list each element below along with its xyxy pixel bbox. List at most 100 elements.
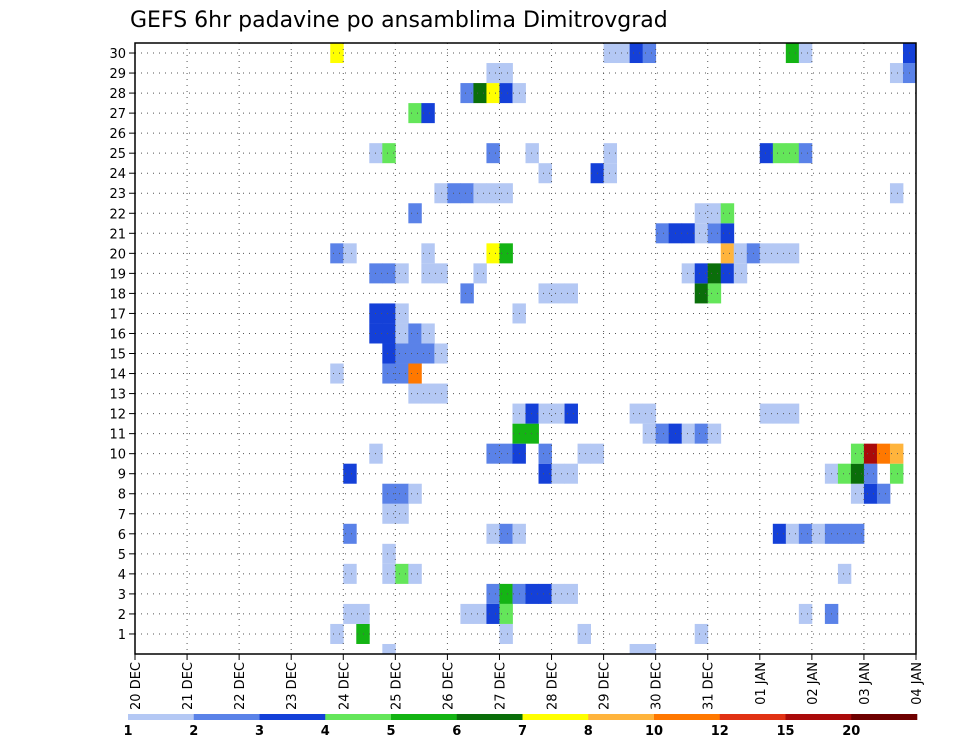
heatmap-cell [616,43,631,64]
heatmap-cell [707,263,722,284]
x-tick-label: 20 DEC [129,662,144,710]
heatmap-cell [330,43,344,64]
heatmap-cell [421,383,435,404]
legend-label: 15 [776,724,794,739]
heatmap-cell [343,563,357,584]
legend-swatch [325,714,392,720]
heatmap-cell [551,283,565,304]
y-tick-label: 13 [109,388,126,403]
heatmap-cell [343,603,357,624]
x-tick-label: 27 DEC [493,662,508,710]
y-tick-label: 27 [109,107,126,122]
heatmap-cell [369,143,383,164]
y-tick-label: 6 [118,528,126,543]
heatmap-cell [603,143,618,164]
x-tick-label: 25 DEC [389,662,404,710]
heatmap-cell [395,483,409,504]
x-tick-label: 03 JAN [858,662,873,705]
heatmap-cell [863,483,878,504]
heatmap-cell [772,143,787,164]
legend-label: 8 [584,724,593,739]
heatmap-cell [408,343,422,364]
x-tick-label: 26 DEC [441,662,456,710]
heatmap-cell [538,583,552,604]
legend-swatch [654,714,721,720]
heatmap-cell [564,283,578,304]
y-tick-label: 15 [109,348,126,363]
y-tick-label: 17 [109,307,126,322]
heatmap-cell [681,423,696,444]
y-tick-label: 28 [109,87,126,102]
heatmap-cell [785,523,800,544]
chart-title: GEFS 6hr padavine po ansamblima Dimitrov… [130,8,668,33]
heatmap-cell [564,403,578,424]
heatmap-cell [395,363,409,384]
y-tick-label: 1 [118,628,126,643]
heatmap-cell [759,143,774,164]
heatmap-cell [486,443,500,464]
heatmap-cell [382,503,396,524]
plot-frame [134,42,917,655]
legend-label: 12 [711,724,729,739]
heatmap-cell [421,343,435,364]
heatmap-cell [811,523,826,544]
heatmap-cell [460,283,474,304]
x-tick-label: 22 DEC [233,662,248,710]
heatmap-cell [694,623,709,644]
legend-label: 1 [123,724,132,739]
heatmap-cell [798,523,813,544]
heatmap-cell [499,83,513,104]
heatmap-cell [850,523,865,544]
heatmap-cell [564,463,578,484]
heatmap-cell [408,323,422,344]
heatmap-cell [798,603,813,624]
y-tick-label: 23 [109,187,126,202]
heatmap-cell [395,303,409,324]
heatmap-cell [382,323,396,344]
y-tick-label: 24 [109,167,126,182]
heatmap-cell [538,463,552,484]
y-tick-label: 21 [109,227,126,242]
heatmap-cell [473,83,487,104]
legend-swatch [588,714,655,720]
heatmap-cell [421,103,435,124]
heatmap-cells [330,43,917,654]
heatmap-cell [343,243,357,264]
heatmap-cell [863,443,878,464]
heatmap-cell [343,523,357,544]
y-tick-label: 11 [109,428,126,443]
heatmap-cell [707,223,722,244]
x-tick-label: 01 JAN [754,662,769,705]
heatmap-cell [486,63,500,84]
heatmap-cell [369,323,383,344]
heatmap-cell [421,323,435,344]
heatmap-cell [629,403,644,424]
heatmap-cell [499,523,513,544]
heatmap-cell [551,583,565,604]
y-axis-labels: 1234567891011121314151617181920212223242… [109,47,126,643]
heatmap-cell [707,423,722,444]
heatmap-cell [486,583,500,604]
legend-swatch [259,714,326,720]
heatmap-cell [733,243,748,264]
heatmap-cell [382,483,396,504]
heatmap-cell [551,403,565,424]
x-tick-label: 28 DEC [546,662,561,710]
x-tick-label: 30 DEC [650,662,665,710]
heatmap-cell [733,263,748,284]
heatmap-cell [525,583,539,604]
heatmap-cell [642,423,657,444]
heatmap-cell [382,263,396,284]
heatmap-cell [694,203,709,224]
heatmap-cell [382,343,396,364]
y-tick-label: 14 [109,368,126,383]
heatmap-cell [486,183,500,204]
legend-label: 7 [518,724,527,739]
heatmap-cell [577,443,591,464]
heatmap-cell [629,43,644,64]
heatmap-cell [395,343,409,364]
heatmap-cell [473,263,487,284]
legend-swatch [193,714,260,720]
heatmap-cell [759,243,774,264]
